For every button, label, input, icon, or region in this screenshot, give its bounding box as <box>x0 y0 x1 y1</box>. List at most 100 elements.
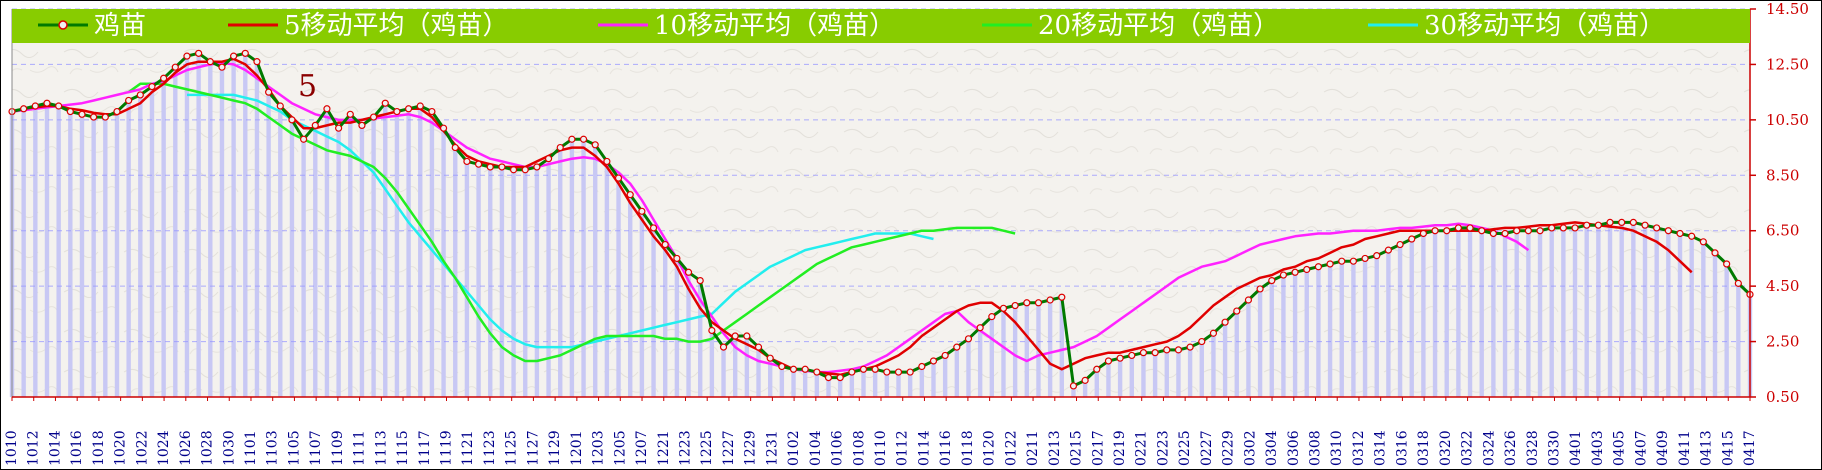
x-tick-label-39: 0108 <box>851 430 867 466</box>
price-marker-71 <box>836 374 844 382</box>
x-tick-label-76: 0409 <box>1655 430 1671 466</box>
price-bar-4 <box>56 106 61 397</box>
x-tick-label-6: 1022 <box>134 430 150 466</box>
x-tick-label-45: 0120 <box>982 430 998 466</box>
price-bar-104 <box>1222 322 1228 397</box>
price-bar-17 <box>208 61 213 398</box>
price-marker-36 <box>428 107 436 116</box>
price-bar-125 <box>1467 227 1473 397</box>
price-bar-50 <box>593 144 598 397</box>
price-bar-82 <box>966 338 971 397</box>
x-tick-label-35: 1231 <box>764 430 780 466</box>
price-bar-133 <box>1561 227 1566 397</box>
price-bar-32 <box>383 103 388 397</box>
price-marker-29 <box>346 110 354 118</box>
price-bar-27 <box>324 108 330 398</box>
price-marker-124 <box>1454 224 1462 232</box>
price-bar-48 <box>569 139 575 397</box>
price-marker-97 <box>1139 349 1148 357</box>
price-marker-112 <box>1314 263 1323 271</box>
price-marker-88 <box>1034 299 1043 307</box>
price-marker-119 <box>1396 240 1404 249</box>
x-tick-label-18: 1115 <box>395 430 411 466</box>
x-tick-label-26: 1201 <box>569 430 585 466</box>
price-bar-31 <box>371 117 376 397</box>
legend: 鸡苗 5移动平均（鸡苗） 10移动平均（鸡苗） 20移动平均（鸡苗） 30移动平均（鸡苗… <box>12 9 1750 43</box>
price-bar-42 <box>499 166 505 397</box>
x-tick-label-38: 0106 <box>830 430 846 466</box>
price-bar-15 <box>184 56 190 397</box>
price-bar-36 <box>429 111 435 398</box>
price-bar-16 <box>196 53 201 397</box>
price-marker-96 <box>1128 351 1136 360</box>
price-marker-122 <box>1431 227 1439 235</box>
x-tick-label-7: 1024 <box>156 430 172 466</box>
price-bar-139 <box>1631 222 1636 397</box>
x-tick-label-80: 0417 <box>1742 430 1758 466</box>
price-marker-148 <box>1734 279 1742 287</box>
price-bar-33 <box>394 111 400 398</box>
price-marker-142 <box>1664 227 1672 235</box>
x-tick-label-64: 0316 <box>1394 430 1410 466</box>
price-bar-126 <box>1479 230 1484 397</box>
price-markers <box>8 49 1754 390</box>
x-tick-label-14: 1107 <box>308 430 324 466</box>
price-bar-24 <box>289 119 295 397</box>
price-bar-102 <box>1199 341 1204 397</box>
price-marker-38 <box>451 143 459 152</box>
price-marker-33 <box>393 107 401 116</box>
price-marker-25 <box>300 135 308 143</box>
x-tick-label-20: 1119 <box>439 430 455 466</box>
price-bar-49 <box>581 139 586 397</box>
price-bar-145 <box>1701 241 1706 397</box>
price-bar-117 <box>1374 255 1379 397</box>
chart-annotation: 5 <box>298 69 317 104</box>
price-bar-142 <box>1666 230 1671 397</box>
x-tick-label-78: 0413 <box>1699 430 1715 466</box>
price-bar-103 <box>1211 333 1216 397</box>
legend-label-ma20: 20移动平均（鸡苗） <box>1038 11 1279 41</box>
price-bar-98 <box>1152 352 1158 397</box>
price-marker-105 <box>1233 307 1241 315</box>
price-bar-40 <box>476 164 481 397</box>
price-marker-48 <box>568 135 576 143</box>
price-bar-143 <box>1677 233 1683 397</box>
price-bar-111 <box>1304 269 1309 397</box>
price-marker-136 <box>1594 221 1602 229</box>
price-marker-74 <box>871 365 879 373</box>
price-bar-41 <box>488 166 493 397</box>
x-tick-label-8: 1026 <box>178 430 194 466</box>
price-marker-86 <box>1011 301 1019 310</box>
price-marker-68 <box>801 365 809 373</box>
x-tick-label-63: 0314 <box>1373 430 1389 466</box>
price-marker-50 <box>591 141 599 149</box>
price-marker-8 <box>101 113 109 121</box>
price-marker-27 <box>323 105 331 113</box>
price-marker-75 <box>883 368 891 376</box>
x-tick-label-59: 0306 <box>1286 430 1302 466</box>
x-tick-label-10: 1030 <box>221 430 237 466</box>
x-tick-label-61: 0310 <box>1329 430 1345 466</box>
price-marker-84 <box>988 313 996 321</box>
price-bar-39 <box>464 161 470 397</box>
price-marker-129 <box>1513 227 1521 235</box>
x-tick-label-24: 1127 <box>525 430 541 466</box>
price-bar-115 <box>1351 261 1356 397</box>
price-marker-135 <box>1583 221 1591 229</box>
price-bar-11 <box>138 94 143 398</box>
y-tick-label-4: 8.50 <box>1766 166 1799 184</box>
x-tick-label-57: 0302 <box>1242 430 1258 466</box>
x-tick-label-11: 1101 <box>243 430 259 466</box>
price-bar-21 <box>254 61 260 398</box>
price-bar-55 <box>651 227 656 397</box>
y-tick-label-3: 6.50 <box>1766 222 1799 240</box>
price-marker-70 <box>824 374 833 382</box>
x-tick-label-31: 1223 <box>677 430 693 466</box>
price-bar-69 <box>814 372 820 397</box>
price-marker-9 <box>113 107 121 116</box>
price-bar-66 <box>779 366 785 397</box>
x-tick-label-21: 1121 <box>460 430 476 466</box>
price-marker-81 <box>953 343 961 351</box>
price-bar-72 <box>849 372 855 397</box>
price-bar-134 <box>1572 227 1578 397</box>
